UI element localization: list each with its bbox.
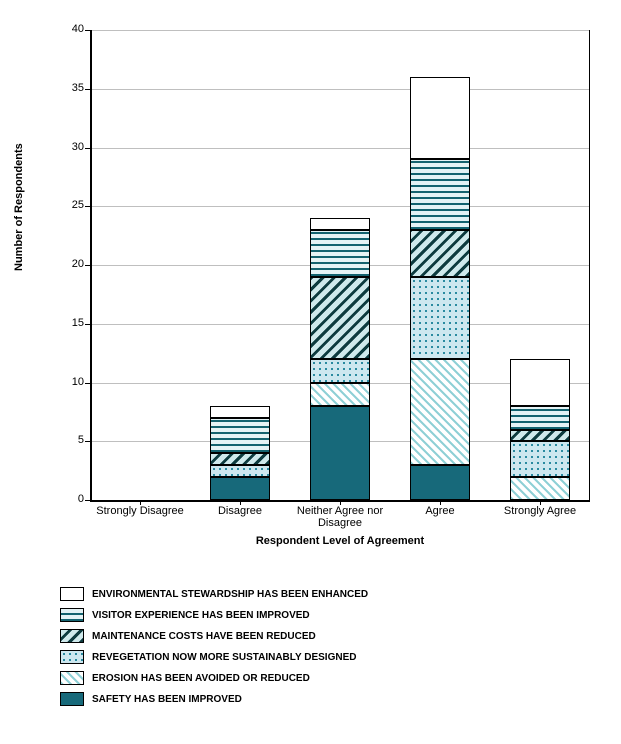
bar-segment-env [310, 218, 370, 230]
x-tick-label: Disagree [195, 505, 285, 517]
chart-container: Number of Respondents 0510152025303540St… [0, 0, 621, 744]
bar-group [410, 30, 470, 500]
legend-item-safety: SAFETY HAS BEEN IMPROVED [60, 692, 580, 706]
bar-segment-maint [410, 230, 470, 277]
y-tick-label: 20 [54, 258, 84, 270]
legend-item-env: ENVIRONMENTAL STEWARDSHIP HAS BEEN ENHAN… [60, 587, 580, 601]
legend-item-maint: MAINTENANCE COSTS HAVE BEEN REDUCED [60, 629, 580, 643]
y-tick-label: 40 [54, 23, 84, 35]
bar-segment-env [410, 77, 470, 159]
bar-segment-safety [310, 406, 370, 500]
bar-segment-reveg [310, 359, 370, 383]
bar-segment-visitor [310, 230, 370, 277]
legend-swatch [60, 629, 84, 643]
legend-item-visitor: VISITOR EXPERIENCE HAS BEEN IMPROVED [60, 608, 580, 622]
legend-label: SAFETY HAS BEEN IMPROVED [92, 694, 242, 705]
bar-segment-env [210, 406, 270, 418]
bar-group [510, 30, 570, 500]
x-tick-label: Strongly Agree [495, 505, 585, 517]
y-axis-title: Number of Respondents [13, 143, 25, 271]
legend-swatch [60, 671, 84, 685]
bar-segment-visitor [210, 418, 270, 453]
y-tick-label: 25 [54, 199, 84, 211]
legend-label: MAINTENANCE COSTS HAVE BEEN REDUCED [92, 631, 316, 642]
y-tick-label: 0 [54, 493, 84, 505]
bar-segment-erosion [310, 383, 370, 407]
legend-item-erosion: EROSION HAS BEEN AVOIDED OR REDUCED [60, 671, 580, 685]
legend-label: REVEGETATION NOW MORE SUSTAINABLY DESIGN… [92, 652, 356, 663]
x-tick-label: Strongly Disagree [95, 505, 185, 517]
legend-swatch [60, 650, 84, 664]
bar-segment-reveg [210, 465, 270, 477]
bar-group [110, 30, 170, 500]
y-axis-line [90, 30, 92, 500]
legend-label: VISITOR EXPERIENCE HAS BEEN IMPROVED [92, 610, 310, 621]
legend-item-reveg: REVEGETATION NOW MORE SUSTAINABLY DESIGN… [60, 650, 580, 664]
bar-segment-safety [210, 477, 270, 501]
legend-swatch [60, 692, 84, 706]
bar-segment-safety [410, 465, 470, 500]
bar-segment-visitor [410, 159, 470, 230]
plot-area: 0510152025303540Strongly DisagreeDisagre… [90, 30, 590, 500]
x-tick-label: Neither Agree nor Disagree [295, 505, 385, 529]
bar-group [210, 30, 270, 500]
bar-segment-maint [510, 430, 570, 442]
y-tick-label: 30 [54, 141, 84, 153]
legend: ENVIRONMENTAL STEWARDSHIP HAS BEEN ENHAN… [60, 580, 580, 713]
bar-segment-env [510, 359, 570, 406]
bar-segment-maint [310, 277, 370, 359]
bar-group [310, 30, 370, 500]
x-axis-line [90, 500, 590, 502]
bar-segment-reveg [510, 441, 570, 476]
legend-label: EROSION HAS BEEN AVOIDED OR REDUCED [92, 673, 310, 684]
y-tick-label: 35 [54, 82, 84, 94]
x-axis-title: Respondent Level of Agreement [90, 535, 590, 547]
bar-segment-visitor [510, 406, 570, 430]
bar-segment-erosion [410, 359, 470, 465]
legend-swatch [60, 608, 84, 622]
bar-segment-maint [210, 453, 270, 465]
bar-segment-reveg [410, 277, 470, 359]
bar-segment-erosion [510, 477, 570, 501]
legend-label: ENVIRONMENTAL STEWARDSHIP HAS BEEN ENHAN… [92, 589, 368, 600]
y-tick-label: 10 [54, 376, 84, 388]
x-tick-label: Agree [395, 505, 485, 517]
right-axis-line [589, 30, 591, 500]
y-tick-label: 5 [54, 434, 84, 446]
legend-swatch [60, 587, 84, 601]
y-tick-label: 15 [54, 317, 84, 329]
